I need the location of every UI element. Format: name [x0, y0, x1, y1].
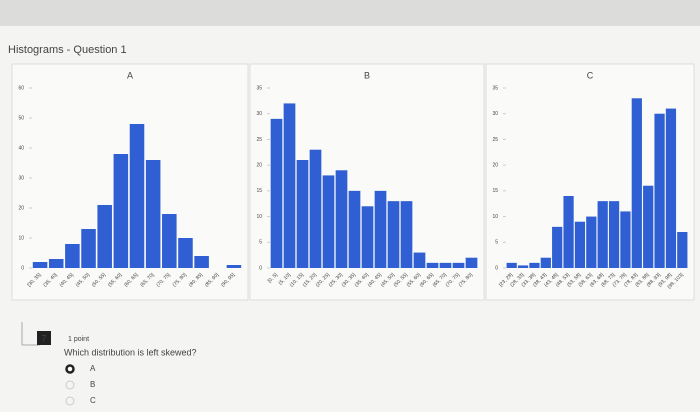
bar [65, 244, 80, 268]
bar [374, 190, 387, 268]
bar [439, 262, 452, 268]
y-tick-label: 30 [256, 111, 262, 117]
bar [387, 201, 400, 268]
bar [665, 108, 677, 268]
bar [226, 265, 242, 268]
y-tick-label: 20 [18, 205, 24, 211]
y-tick-label: 15 [492, 188, 498, 194]
bar [608, 201, 620, 268]
y-tick-label: 0 [495, 265, 498, 271]
bar [348, 190, 361, 268]
y-tick-label: 0 [21, 265, 24, 271]
bar [654, 113, 665, 268]
y-tick-label: 50 [18, 115, 24, 121]
y-tick-label: 25 [256, 137, 262, 143]
bar [465, 257, 478, 268]
radio-button[interactable] [65, 380, 75, 390]
y-tick-label: 10 [18, 235, 24, 241]
bar [194, 256, 209, 268]
radio-button[interactable] [65, 396, 75, 406]
bar [335, 170, 348, 268]
bar [586, 216, 597, 268]
bar [643, 185, 654, 268]
bar [677, 232, 688, 268]
question-points: 1 point [68, 336, 89, 343]
bar [81, 229, 96, 268]
option-label[interactable]: C [90, 396, 96, 405]
bar [270, 118, 283, 268]
bar [48, 259, 64, 268]
bar [162, 214, 177, 268]
chart-title: A [127, 70, 133, 80]
y-tick-label: 30 [18, 175, 24, 181]
top-bar [0, 0, 700, 26]
bar [620, 211, 631, 268]
chart-title: B [364, 70, 370, 80]
y-tick-label: 20 [492, 162, 498, 168]
y-tick-label: 15 [256, 188, 262, 194]
chart-title: C [587, 70, 594, 80]
bar [32, 262, 48, 268]
bar [552, 226, 563, 268]
bar [540, 257, 551, 268]
bar [322, 175, 335, 268]
bar [129, 124, 145, 268]
y-tick-label: 0 [259, 265, 262, 271]
bar [506, 262, 517, 268]
options: ABC [65, 364, 96, 406]
bar [426, 262, 439, 268]
bar [309, 149, 322, 268]
question-text: Which distribution is left skewed? [64, 347, 197, 357]
option-label[interactable]: A [90, 364, 96, 373]
bar [145, 160, 161, 268]
bar [296, 160, 309, 268]
bar [97, 205, 112, 268]
y-tick-label: 35 [492, 85, 498, 91]
y-tick-label: 60 [18, 85, 24, 91]
bar [517, 265, 529, 268]
y-tick-label: 30 [492, 111, 498, 117]
question-number-box [37, 331, 51, 345]
bar [529, 262, 540, 268]
bar [178, 238, 193, 268]
y-tick-label: 10 [256, 214, 262, 220]
bar [574, 221, 586, 268]
y-tick-label: 40 [18, 145, 24, 151]
bar [413, 252, 426, 268]
y-tick-label: 5 [259, 240, 262, 246]
y-tick-label: 20 [256, 162, 262, 168]
y-tick-label: 35 [256, 85, 262, 91]
radio-button[interactable] [65, 364, 75, 374]
question-number: 7 [41, 333, 46, 343]
y-tick-label: 10 [492, 214, 498, 220]
bar [361, 206, 374, 268]
bar [563, 196, 574, 268]
option-label[interactable]: B [90, 380, 95, 389]
page-title: Histograms - Question 1 [8, 44, 127, 56]
bar [597, 201, 608, 268]
bar [400, 201, 413, 268]
bar [113, 154, 129, 268]
bar [631, 98, 642, 269]
y-tick-label: 25 [492, 137, 498, 143]
bar [283, 103, 296, 268]
y-tick-label: 5 [495, 240, 498, 246]
bar [452, 262, 465, 268]
